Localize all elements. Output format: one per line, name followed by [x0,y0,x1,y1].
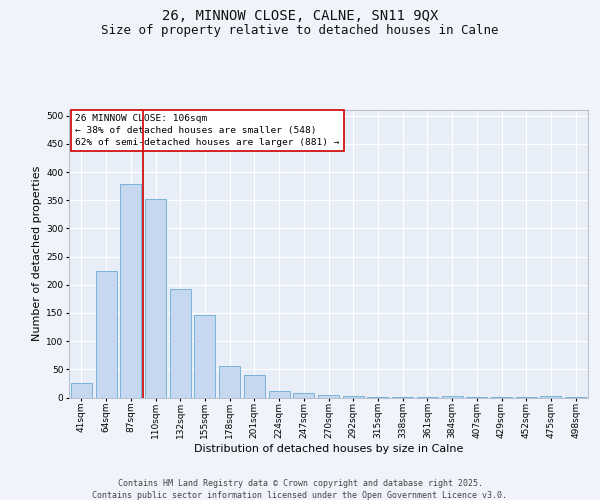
Bar [417,397,438,398]
Bar [343,396,364,398]
Text: Size of property relative to detached houses in Calne: Size of property relative to detached ho… [101,24,499,37]
Bar [170,288,191,398]
Text: Contains HM Land Registry data © Crown copyright and database right 2025.
Contai: Contains HM Land Registry data © Crown c… [92,478,508,500]
Bar [194,315,215,398]
Bar [95,270,116,398]
Bar [466,397,487,398]
Bar [145,199,166,398]
Bar [318,394,339,398]
Bar [120,184,141,398]
Bar [491,397,512,398]
Bar [367,397,388,398]
Bar [541,396,562,398]
Bar [219,366,240,398]
Y-axis label: Number of detached properties: Number of detached properties [32,166,42,342]
Bar [71,384,92,398]
Bar [293,393,314,398]
Text: 26 MINNOW CLOSE: 106sqm
← 38% of detached houses are smaller (548)
62% of semi-d: 26 MINNOW CLOSE: 106sqm ← 38% of detache… [75,114,340,147]
X-axis label: Distribution of detached houses by size in Calne: Distribution of detached houses by size … [194,444,463,454]
Bar [442,396,463,398]
Text: 26, MINNOW CLOSE, CALNE, SN11 9QX: 26, MINNOW CLOSE, CALNE, SN11 9QX [162,9,438,23]
Bar [516,397,537,398]
Bar [244,375,265,398]
Bar [269,390,290,398]
Bar [392,397,413,398]
Bar [565,397,586,398]
